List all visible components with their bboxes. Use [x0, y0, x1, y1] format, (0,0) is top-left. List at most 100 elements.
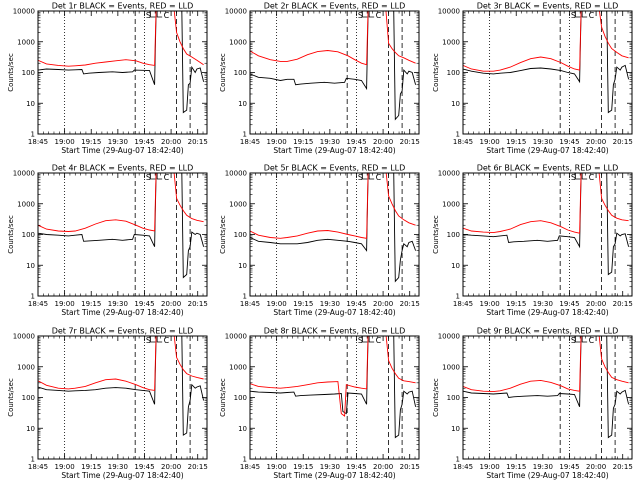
panel-title: Det 5r BLACK = Events, RED = LLD	[264, 164, 406, 173]
x-tick-label: 19:00	[267, 300, 287, 308]
y-tick-label: 10	[238, 262, 247, 270]
marker-bracket	[574, 336, 581, 343]
x-tick-label: 18:45	[453, 463, 473, 471]
x-tick-label: 20:15	[613, 138, 633, 146]
y-tick-label: 1	[243, 293, 247, 301]
x-tick-label: 19:00	[55, 138, 75, 146]
x-axis-label: Start Time (29-Aug-07 18:42:40)	[486, 308, 608, 317]
y-tick-label: 1000	[442, 200, 460, 208]
saa-marker-label: S	[571, 336, 576, 345]
x-tick-label: 20:15	[613, 300, 633, 308]
y-tick-label: 1	[243, 456, 247, 464]
x-tick-label: 19:45	[134, 463, 154, 471]
c-marker-label: C	[164, 173, 170, 182]
y-axis-label: Counts/sec	[432, 378, 440, 417]
y-tick-label: 10	[26, 262, 35, 270]
x-tick-label: 20:00	[373, 138, 393, 146]
x-tick-label: 20:00	[586, 300, 606, 308]
y-tick-label: 10000	[13, 333, 35, 341]
y-tick-label: 1	[243, 131, 247, 139]
x-tick-label: 19:00	[267, 463, 287, 471]
x-axis-label: Start Time (29-Aug-07 18:42:40)	[61, 471, 183, 480]
c-marker-label: C	[589, 11, 595, 20]
x-tick-label: 18:45	[453, 138, 473, 146]
x-tick-label: 20:15	[613, 463, 633, 471]
x-axis-label: Start Time (29-Aug-07 18:42:40)	[61, 308, 183, 317]
x-tick-label: 19:15	[81, 463, 101, 471]
y-tick-label: 10	[451, 262, 460, 270]
events-series-line	[38, 173, 205, 279]
y-tick-label: 1000	[17, 200, 35, 208]
lld-series-line	[463, 336, 629, 393]
x-tick-label: 19:45	[134, 300, 154, 308]
marker-bracket	[581, 173, 588, 180]
x-axis-label: Start Time (29-Aug-07 18:42:40)	[273, 308, 395, 317]
x-axis-label: Start Time (29-Aug-07 18:42:40)	[61, 146, 183, 155]
x-tick-label: 20:00	[373, 463, 393, 471]
y-tick-label: 100	[234, 231, 247, 239]
y-tick-label: 10	[238, 100, 247, 108]
marker-bracket	[156, 336, 163, 343]
x-tick-label: 19:15	[293, 463, 313, 471]
x-tick-label: 20:15	[188, 138, 208, 146]
y-tick-label: 1	[456, 293, 460, 301]
y-tick-label: 1000	[17, 363, 35, 371]
y-tick-label: 100	[22, 231, 35, 239]
x-tick-label: 18:45	[28, 300, 48, 308]
x-tick-label: 19:30	[108, 138, 128, 146]
y-tick-label: 100	[22, 69, 35, 77]
events-series-line	[463, 336, 630, 439]
x-tick-label: 19:45	[346, 463, 366, 471]
lld-series-line	[38, 336, 204, 391]
y-tick-label: 10	[26, 100, 35, 108]
y-tick-label: 10000	[13, 170, 35, 178]
y-tick-label: 10000	[225, 8, 247, 16]
x-tick-label: 19:45	[134, 138, 154, 146]
c-marker-label: C	[589, 336, 595, 345]
x-tick-label: 19:30	[108, 463, 128, 471]
x-tick-label: 19:15	[506, 138, 526, 146]
x-tick-label: 19:45	[559, 300, 579, 308]
events-series-line	[463, 11, 630, 114]
y-tick-label: 10000	[225, 333, 247, 341]
events-series-line	[38, 11, 205, 114]
x-tick-label: 19:30	[533, 138, 553, 146]
marker-bracket	[156, 11, 163, 18]
y-tick-label: 1000	[442, 38, 460, 46]
x-tick-label: 19:15	[81, 300, 101, 308]
x-tick-label: 20:00	[586, 138, 606, 146]
c-marker-label: C	[164, 11, 170, 20]
saa-marker-label: S	[146, 11, 151, 20]
y-tick-label: 10000	[438, 170, 460, 178]
x-axis-label: Start Time (29-Aug-07 18:42:40)	[486, 146, 608, 155]
x-tick-label: 20:15	[400, 463, 420, 471]
x-tick-label: 20:15	[400, 300, 420, 308]
y-tick-label: 100	[234, 394, 247, 402]
marker-bracket	[361, 173, 368, 180]
x-tick-label: 18:45	[453, 300, 473, 308]
marker-bracket	[574, 11, 581, 18]
panel-title: Det 4r BLACK = Events, RED = LLD	[52, 164, 194, 173]
y-tick-label: 10000	[438, 333, 460, 341]
x-tick-label: 18:45	[240, 138, 260, 146]
lld-series-line	[38, 11, 204, 67]
y-axis-label: Counts/sec	[432, 53, 440, 92]
panel-title: Det 1r BLACK = Events, RED = LLD	[52, 2, 194, 11]
x-tick-label: 20:00	[161, 300, 181, 308]
x-tick-label: 19:45	[346, 300, 366, 308]
x-tick-label: 19:15	[506, 463, 526, 471]
x-tick-label: 19:45	[346, 138, 366, 146]
saa-marker-label: S	[146, 336, 151, 345]
x-tick-label: 20:15	[400, 138, 420, 146]
y-tick-label: 1000	[229, 200, 247, 208]
x-axis-label: Start Time (29-Aug-07 18:42:40)	[273, 146, 395, 155]
x-tick-label: 19:15	[293, 300, 313, 308]
y-axis-label: Counts/sec	[219, 215, 227, 254]
